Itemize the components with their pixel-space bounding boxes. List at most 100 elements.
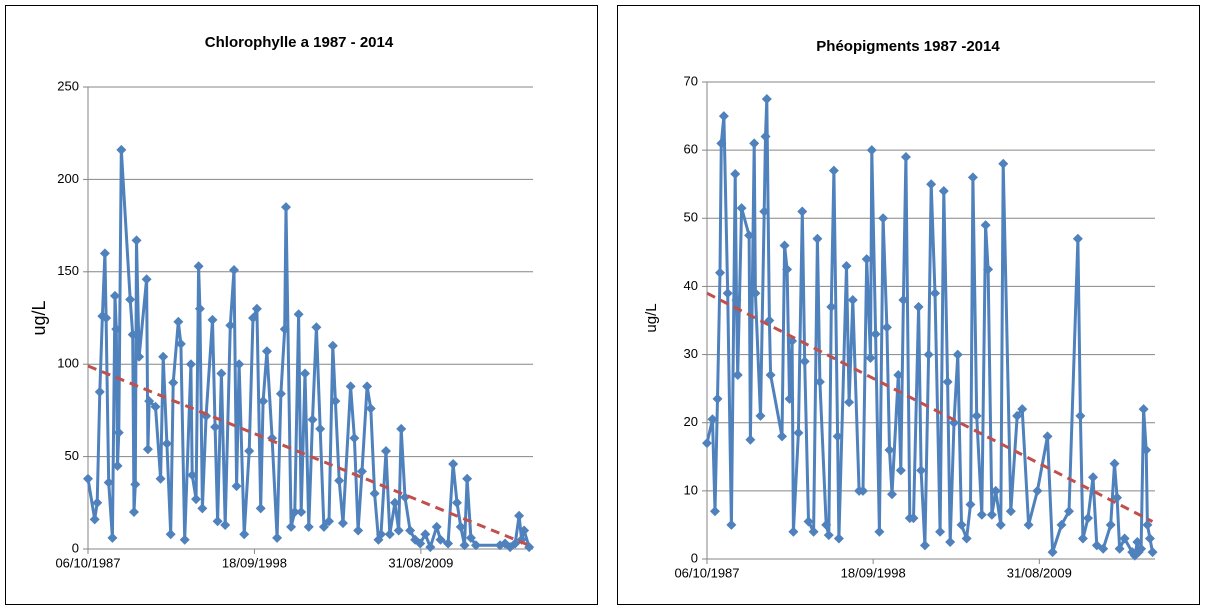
data-point (942, 376, 953, 387)
data-point (821, 519, 832, 530)
data-point (451, 497, 462, 508)
data-point (194, 303, 205, 314)
data-point (926, 179, 937, 190)
data-point (389, 497, 400, 508)
data-point (759, 206, 770, 217)
data-point (393, 525, 404, 536)
data-point (886, 489, 897, 500)
data-point (986, 509, 997, 520)
data-point (878, 213, 889, 224)
data-point (736, 203, 747, 214)
data-point (459, 540, 470, 551)
data-point (702, 438, 712, 449)
data-point (470, 540, 481, 551)
data-point (220, 519, 231, 530)
data-point (130, 479, 141, 490)
data-point (131, 235, 142, 246)
data-point (857, 485, 868, 496)
data-point (158, 351, 169, 362)
data-point (187, 470, 198, 481)
data-point (814, 376, 825, 387)
data-point (1141, 444, 1152, 455)
data-point (225, 320, 236, 331)
data-point (443, 538, 454, 549)
data-point (127, 329, 138, 340)
data-point (107, 532, 118, 543)
data-point (823, 530, 834, 541)
data-point (1005, 506, 1016, 517)
data-point (1075, 410, 1086, 421)
data-point (788, 526, 799, 537)
data-point (455, 521, 466, 532)
data-point (185, 359, 196, 370)
data-point (293, 309, 304, 320)
data-point (745, 434, 756, 445)
data-point (116, 144, 127, 155)
data-point (375, 529, 386, 540)
data-point (793, 427, 804, 438)
data-point (334, 475, 345, 486)
trend-line (706, 291, 1154, 523)
data-point (144, 396, 155, 407)
data-point (971, 410, 982, 421)
data-point (1047, 547, 1058, 558)
data-point (900, 151, 911, 162)
data-point (1138, 404, 1149, 415)
data-point (275, 388, 286, 399)
data-point (109, 290, 120, 301)
y-tick-label: 60 (684, 142, 698, 157)
data-point (777, 431, 788, 442)
data-point (716, 138, 727, 149)
data-point (1136, 543, 1147, 554)
data-point (191, 494, 202, 505)
data-point (861, 254, 872, 265)
data-point (1105, 519, 1116, 530)
data-point (197, 503, 208, 514)
data-point (380, 446, 391, 457)
trend-line (87, 364, 530, 547)
data-point (956, 519, 967, 530)
data-point (898, 295, 909, 306)
data-point (89, 514, 100, 525)
y-tick-label: 50 (65, 448, 79, 463)
data-point (803, 516, 814, 527)
data-point (161, 438, 172, 449)
data-point (289, 507, 300, 518)
data-point (870, 329, 881, 340)
data-point (128, 507, 139, 518)
data-point (113, 427, 124, 438)
data-point (280, 202, 291, 213)
data-point (755, 410, 766, 421)
data-point (193, 261, 204, 272)
data-point (261, 346, 272, 357)
data-point (760, 131, 771, 142)
data-point (976, 509, 987, 520)
data-point (709, 506, 720, 517)
data-point (229, 264, 240, 275)
data-point (761, 94, 772, 105)
data-point (141, 274, 152, 285)
data-point (1032, 485, 1043, 496)
data-point (327, 340, 338, 351)
data-point (782, 264, 793, 275)
data-point (324, 516, 335, 527)
data-point (175, 338, 186, 349)
data-point (384, 529, 395, 540)
data-point (935, 526, 946, 537)
data-point (1147, 547, 1158, 558)
data-point (730, 168, 741, 179)
data-point (396, 423, 407, 434)
data-point (828, 165, 839, 176)
x-tick-label: 18/09/1998 (841, 565, 906, 580)
data-point (952, 349, 963, 360)
data-point (884, 444, 895, 455)
data-point (300, 368, 311, 379)
data-point (514, 510, 525, 521)
data-point (732, 370, 743, 381)
data-point (112, 460, 123, 471)
data-point (165, 529, 176, 540)
data-point (750, 288, 761, 299)
data-point (844, 397, 855, 408)
data-point (990, 485, 1001, 496)
data-point (255, 503, 266, 514)
